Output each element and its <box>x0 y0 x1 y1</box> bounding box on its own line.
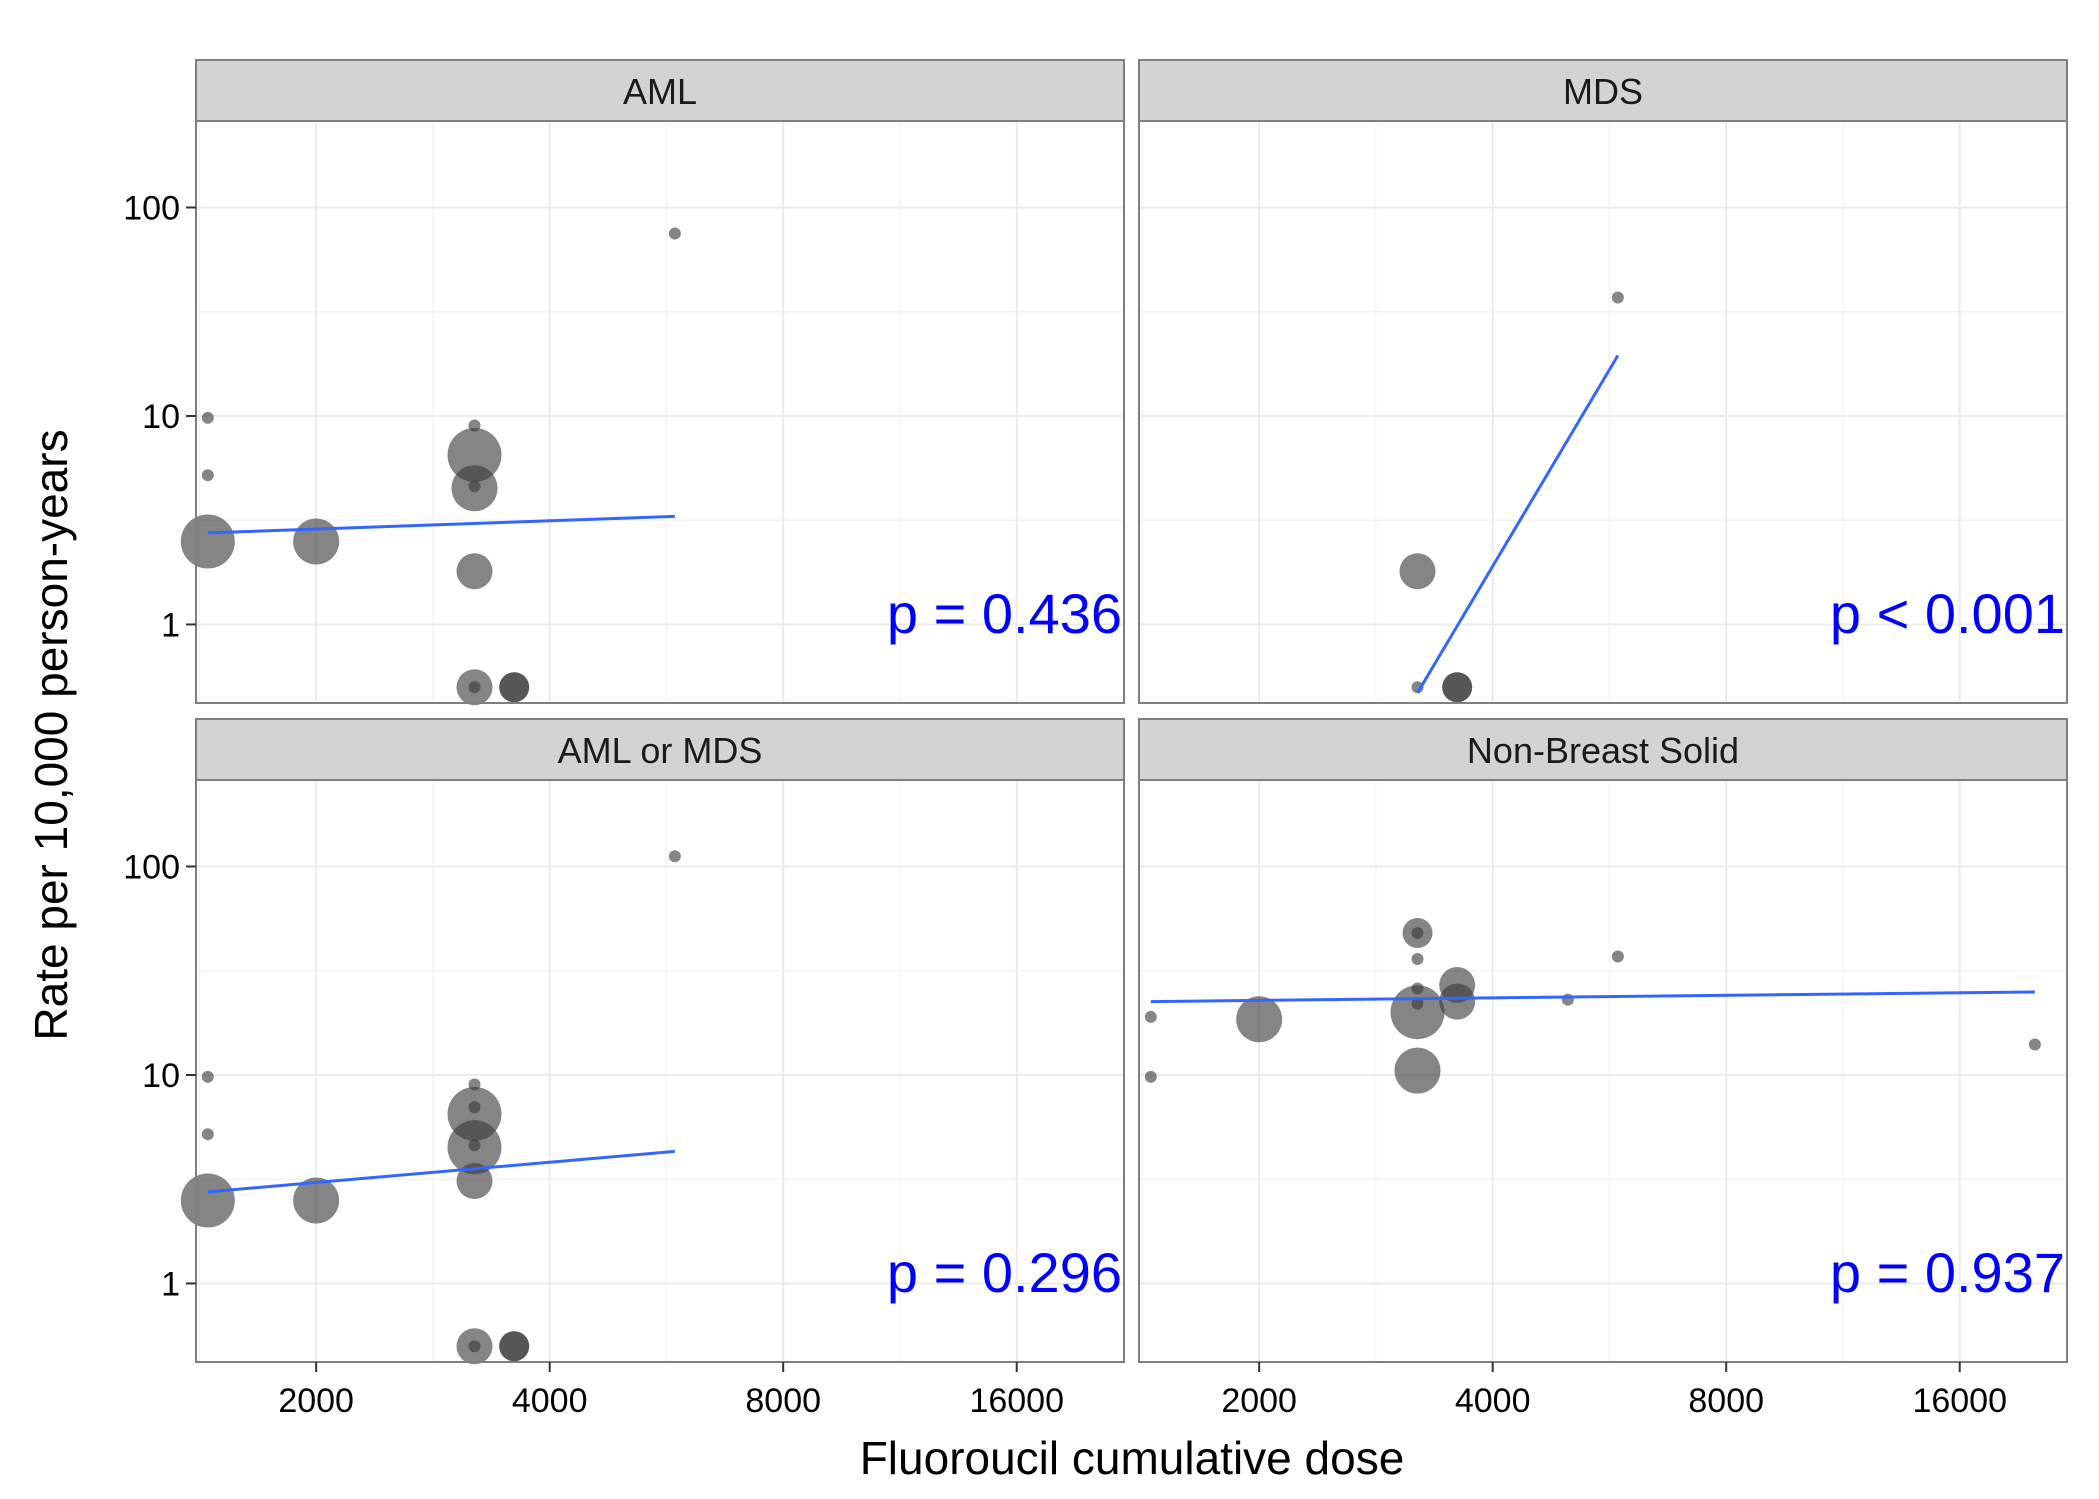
facet-strip <box>195 59 1125 122</box>
data-point <box>293 1177 340 1224</box>
p-value-label: p < 0.001 <box>1830 582 2065 645</box>
data-point <box>499 672 530 703</box>
data-point <box>1561 993 1574 1006</box>
data-point <box>180 1173 235 1228</box>
panel-border <box>1138 779 2068 1363</box>
facet-strip <box>1138 59 2068 122</box>
facet-title: AML or MDS <box>558 730 763 771</box>
y-tick-label: 1 <box>161 1265 180 1303</box>
data-point <box>1411 953 1424 966</box>
data-point <box>456 1163 493 1200</box>
data-point <box>1390 985 1445 1040</box>
p-value-label: p = 0.296 <box>887 1241 1122 1304</box>
fit-line <box>1150 990 2035 1004</box>
y-tick-label: 100 <box>123 190 180 228</box>
y-tick-label: 100 <box>123 849 180 887</box>
x-axis-title: Fluoroucil cumulative dose <box>860 1432 1405 1484</box>
facet-panel: MDS p < 0.001 <box>1138 59 2068 704</box>
y-tick-label: 10 <box>142 1057 180 1095</box>
facet-title: Non-Breast Solid <box>1467 730 1739 771</box>
x-tick-label: 2000 <box>278 1382 354 1420</box>
data-point <box>1411 926 1424 939</box>
data-point <box>1144 1070 1157 1083</box>
p-value-label: p = 0.436 <box>887 582 1122 645</box>
data-point <box>1394 1047 1441 1094</box>
data-point <box>468 480 481 493</box>
data-point <box>201 1070 214 1083</box>
data-point <box>1144 1010 1157 1023</box>
x-tick-label: 4000 <box>512 1382 588 1420</box>
data-point <box>1439 983 1476 1020</box>
data-point <box>293 518 340 565</box>
x-tick-label: 4000 <box>1455 1382 1531 1420</box>
facet-strip <box>1138 718 2068 781</box>
fit-line <box>207 514 675 535</box>
data-point <box>468 1340 481 1353</box>
x-tick-label: 8000 <box>745 1382 821 1420</box>
facet-panel: AML p = 0.436 1 10 100 <box>123 59 1125 706</box>
facet-panels: AML p = 0.436 1 10 100 MDS p < 0.001 AML or MDS… <box>123 59 2068 1420</box>
fit-line <box>1416 354 1620 694</box>
panel-border <box>195 120 1125 704</box>
data-point <box>1442 672 1473 703</box>
plot-area <box>1139 121 2067 703</box>
data-point <box>201 1128 214 1141</box>
data-point <box>1236 996 1283 1043</box>
data-point <box>456 553 493 590</box>
fit-line <box>207 1149 675 1194</box>
data-point <box>668 227 681 240</box>
data-point <box>201 469 214 482</box>
data-point <box>180 514 235 569</box>
x-tick-label: 8000 <box>1688 1382 1764 1420</box>
data-point <box>499 1331 530 1362</box>
panel-border <box>195 779 1125 1363</box>
data-point <box>668 850 681 863</box>
data-point <box>468 1139 481 1152</box>
plot-area <box>196 121 1124 703</box>
data-point <box>468 681 481 694</box>
p-value-label: p = 0.937 <box>1830 1241 2065 1304</box>
facet-title: MDS <box>1563 71 1643 112</box>
plot-area <box>1139 780 2067 1362</box>
plot-area <box>196 780 1124 1362</box>
y-tick-label: 10 <box>142 398 180 436</box>
panel-border <box>1138 120 2068 704</box>
data-point <box>1611 291 1624 304</box>
x-tick-label: 16000 <box>969 1382 1064 1420</box>
x-tick-label: 2000 <box>1221 1382 1297 1420</box>
facet-panel: Non-Breast Solid p = 0.937 2000 4000 8000 160… <box>1138 718 2068 1420</box>
y-axis-title: Rate per 10,000 person-years <box>25 429 77 1040</box>
x-tick-label: 16000 <box>1912 1382 2007 1420</box>
y-tick-label: 1 <box>161 606 180 644</box>
data-point <box>201 411 214 424</box>
data-point <box>1611 950 1624 963</box>
facet-panel: AML or MDS p = 0.296 1 10 100 2000 4000 8000 160… <box>123 718 1125 1420</box>
data-point <box>1399 553 1436 590</box>
data-point <box>2028 1038 2041 1051</box>
data-point <box>447 427 502 482</box>
facet-title: AML <box>623 71 697 112</box>
